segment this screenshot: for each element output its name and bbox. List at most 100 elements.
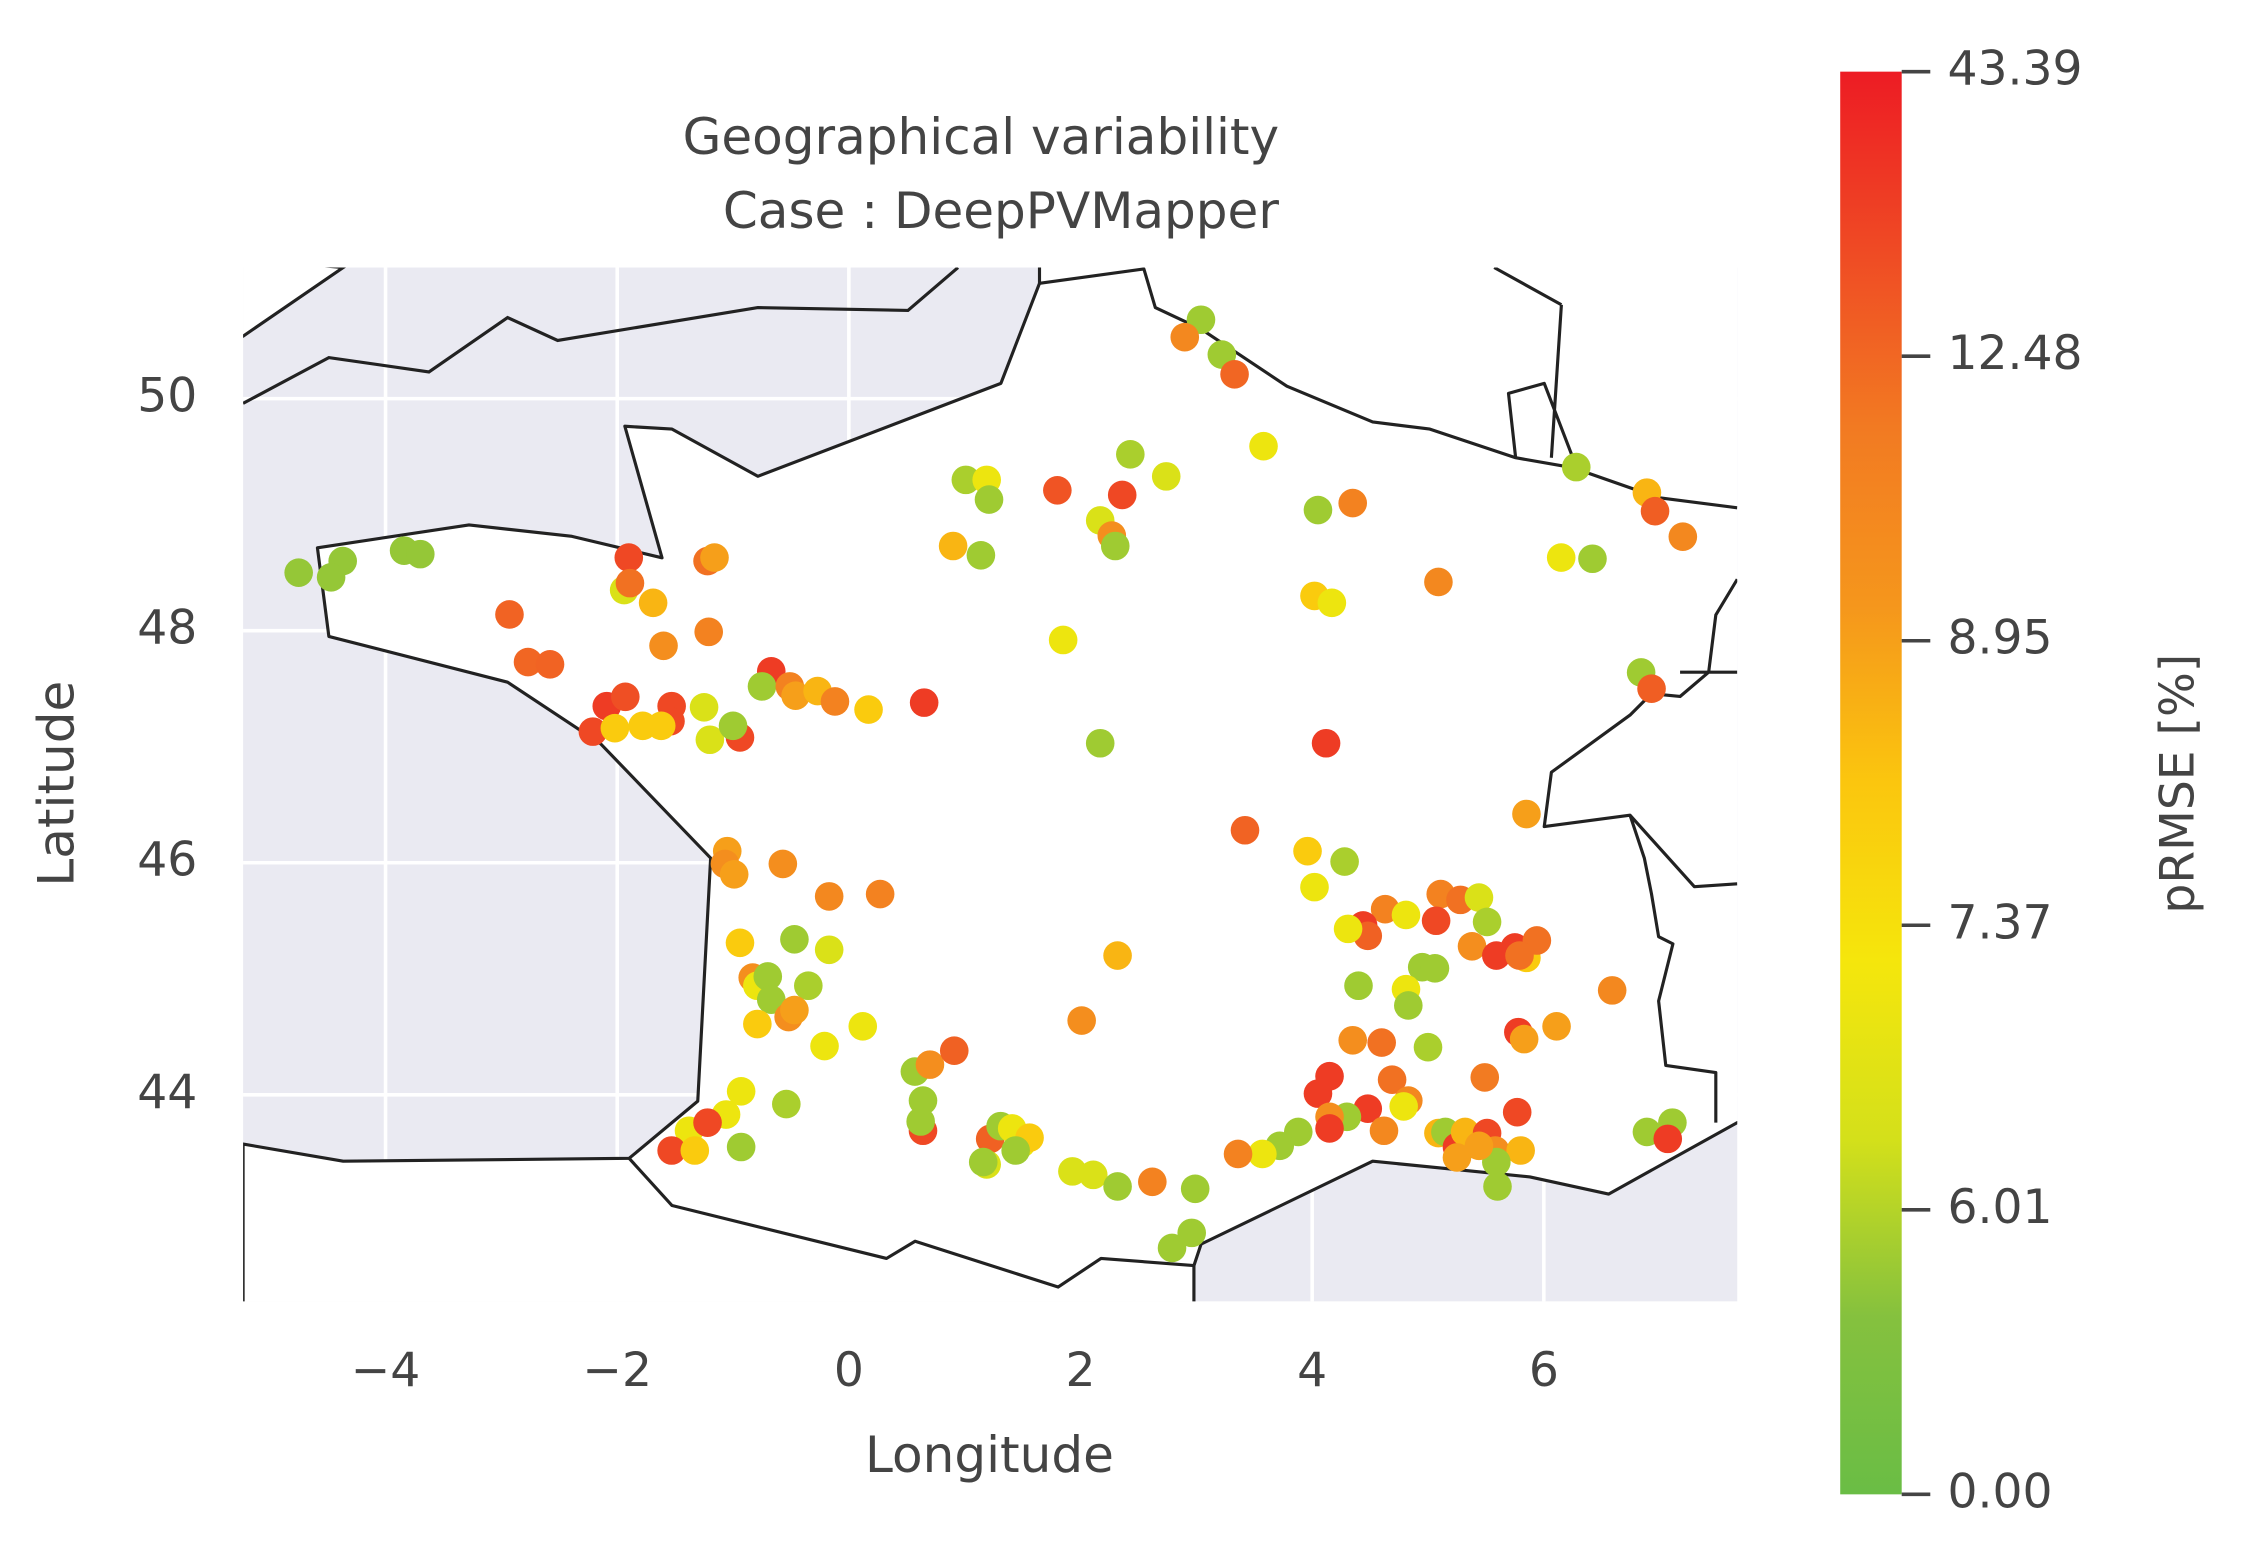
point <box>649 631 678 661</box>
point <box>1249 431 1278 461</box>
point <box>693 1108 722 1137</box>
point <box>1048 625 1078 655</box>
point <box>1413 1032 1443 1062</box>
point <box>1303 495 1333 525</box>
point <box>1138 1167 1167 1197</box>
point <box>1561 452 1591 482</box>
point <box>1317 588 1347 618</box>
point <box>1001 1136 1030 1165</box>
colorbar-tick-label: 7.37 <box>1947 895 2052 950</box>
point <box>1230 815 1260 845</box>
colorbar: 0.00 6.01 7.37 8.95 12.48 43.39 <box>1840 42 2082 1519</box>
point <box>848 1012 878 1041</box>
point <box>1509 1024 1539 1054</box>
point <box>689 692 719 722</box>
point <box>1103 941 1132 970</box>
point <box>1389 1092 1418 1121</box>
point <box>614 543 644 572</box>
point <box>1637 674 1666 704</box>
point <box>1391 900 1421 930</box>
x-tick-label: −4 <box>351 1343 421 1398</box>
chart-subtitle: Case : DeepPVMapper <box>723 182 1279 240</box>
point <box>1293 836 1322 866</box>
point <box>680 1136 710 1165</box>
point <box>316 563 346 592</box>
point <box>747 672 777 701</box>
point <box>695 725 725 755</box>
point <box>908 1086 938 1115</box>
point <box>915 1050 945 1079</box>
point <box>938 531 968 561</box>
point <box>1248 1139 1277 1169</box>
point <box>1506 1136 1535 1165</box>
point <box>1157 1233 1187 1263</box>
point <box>578 717 608 746</box>
point <box>1420 954 1450 983</box>
point <box>1597 976 1627 1005</box>
point <box>753 962 783 991</box>
points <box>284 305 1698 1263</box>
colorbar-tick-label: 8.95 <box>1947 611 2052 666</box>
point <box>1100 531 1130 561</box>
point <box>865 879 895 909</box>
point <box>1505 941 1534 970</box>
point <box>1344 971 1373 1001</box>
point <box>718 711 748 741</box>
x-tick-label: 4 <box>1297 1343 1327 1398</box>
point <box>1394 991 1423 1020</box>
x-tick-label: 0 <box>834 1343 864 1398</box>
point <box>657 1136 686 1165</box>
point <box>1311 728 1341 758</box>
point <box>1300 872 1329 902</box>
colorbar-tick-label: 0.00 <box>1947 1464 2052 1519</box>
point <box>814 935 844 965</box>
point <box>1116 440 1145 469</box>
point <box>725 928 755 958</box>
point <box>726 1132 756 1162</box>
point <box>780 925 809 954</box>
point <box>405 539 435 569</box>
point <box>284 558 313 587</box>
colorbar-label: pRMSE [%] <box>2151 654 2206 914</box>
point <box>966 540 996 570</box>
point <box>1303 1079 1333 1108</box>
point <box>1470 1063 1500 1092</box>
point <box>951 465 981 495</box>
point <box>814 882 844 911</box>
point <box>700 543 729 572</box>
point <box>756 985 786 1014</box>
point <box>1067 1006 1096 1035</box>
point <box>968 1147 998 1177</box>
point <box>1043 476 1072 505</box>
y-tick-label: 46 <box>137 833 197 888</box>
point <box>1177 1218 1207 1248</box>
point <box>939 1036 969 1066</box>
point <box>1330 847 1359 876</box>
point <box>719 860 749 889</box>
point <box>810 1031 839 1061</box>
point <box>1107 480 1137 510</box>
point <box>1472 907 1502 937</box>
y-axis-label: Latitude <box>28 681 86 887</box>
point <box>1483 1172 1512 1201</box>
point <box>909 688 939 717</box>
point <box>1220 359 1249 389</box>
point <box>1640 496 1670 526</box>
point <box>974 485 1004 514</box>
point <box>1151 462 1181 491</box>
point <box>495 600 524 629</box>
point <box>1369 1116 1399 1146</box>
point <box>854 695 883 724</box>
y-tick-label: 44 <box>137 1065 197 1120</box>
point <box>615 568 645 598</box>
point <box>1457 931 1487 961</box>
point <box>1103 1172 1132 1201</box>
point <box>1377 1065 1407 1095</box>
colorbar-tick-label: 6.01 <box>1947 1180 2052 1235</box>
colorbar-tick-label: 43.39 <box>1947 42 2082 97</box>
point <box>781 681 810 710</box>
point <box>1464 1131 1494 1161</box>
colorbar-tick-label: 12.48 <box>1947 326 2082 381</box>
